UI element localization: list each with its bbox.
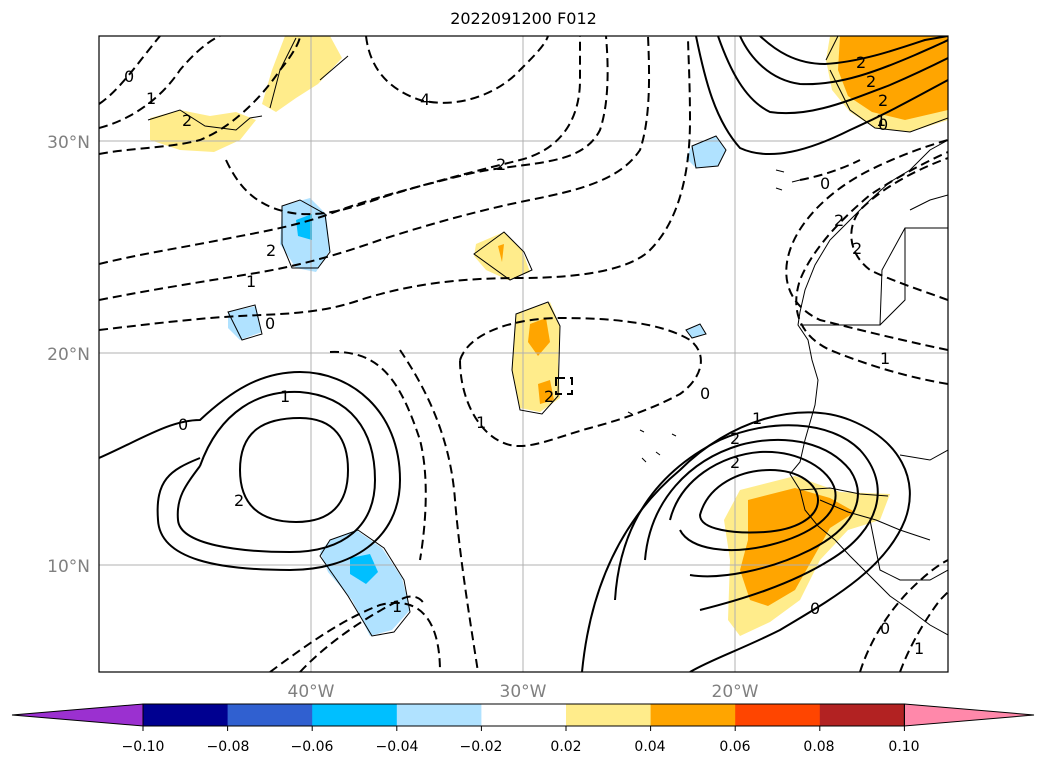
- positive-shade-nw1: [262, 36, 342, 112]
- positive-shade-c2-core2: [538, 380, 554, 404]
- colorbar-bin: [11, 703, 144, 727]
- colorbar-bin: [735, 704, 821, 726]
- contour-label: 2: [730, 429, 740, 448]
- positive-shade-c2-core: [528, 318, 550, 356]
- positive-shade-nw2: [150, 110, 256, 152]
- negative-shade-n: [686, 136, 726, 168]
- contour-label: 1: [146, 89, 156, 108]
- contour-label: 4: [420, 90, 430, 109]
- contour-label: 1: [280, 387, 290, 406]
- colorbar-label: −0.10: [122, 739, 165, 755]
- contour-label: 0: [878, 115, 888, 134]
- contour-label: 1: [752, 409, 762, 428]
- contour-label: 2: [266, 241, 276, 260]
- colorbar-label: 0.04: [634, 739, 665, 755]
- colorbar-label: 0.02: [550, 739, 581, 755]
- contour-labels: 0 1 2 4 2 2 1 0 1 2 0 1 2 1 0 2 1 2 2 0 …: [124, 53, 924, 658]
- map-frame: [98, 35, 949, 673]
- shading: [150, 36, 948, 636]
- colorbar-label: −0.04: [376, 739, 419, 755]
- contour-label: 0: [820, 174, 830, 193]
- contour-label: 1: [880, 349, 890, 368]
- map-title: 2022091200 F012: [450, 9, 597, 28]
- colorbar-bin: [650, 704, 736, 726]
- contour-label: 0: [178, 415, 188, 434]
- contour-label: 2: [730, 453, 740, 472]
- lon-labels: 40°W 30°W 20°W: [288, 682, 759, 702]
- contour-label: 1: [246, 272, 256, 291]
- lon-label-30w: 30°W: [500, 682, 547, 702]
- lon-label-40w: 40°W: [288, 682, 335, 702]
- colorbar-bins: [11, 703, 1035, 727]
- colorbar-bin: [903, 703, 1035, 727]
- negative-shade-c: [686, 324, 706, 338]
- contour-label: 0: [265, 314, 275, 333]
- coastlines: [147, 36, 948, 637]
- colorbar-frame: [142, 703, 905, 727]
- contours: [99, 36, 948, 672]
- colorbar-label: −0.02: [460, 739, 503, 755]
- colorbar-label: 0.08: [803, 739, 834, 755]
- colorbar-bin: [481, 704, 567, 726]
- negative-shade-sw-core: [350, 554, 378, 584]
- map-area: 0 1 2 4 2 2 1 0 1 2 0 1 2 1 0 2 1 2 2 0 …: [99, 36, 948, 672]
- contour-label: 0: [700, 384, 710, 403]
- colorbar-label: −0.08: [207, 739, 250, 755]
- lat-label-20n: 20°N: [47, 345, 90, 365]
- contour-label: 2: [878, 91, 888, 110]
- contour-label: 1: [876, 111, 886, 130]
- dashed-contours: [99, 36, 948, 672]
- contour-label: 2: [852, 239, 862, 258]
- contour-label: 0: [880, 619, 890, 638]
- colorbar-labels: −0.10 −0.08 −0.06 −0.04 −0.02 0.02 0.04 …: [122, 739, 920, 755]
- solid-contours: [99, 36, 948, 672]
- contour-label: 2: [866, 72, 876, 91]
- contour-label: 0: [810, 599, 820, 618]
- contour-label: 1: [914, 639, 924, 658]
- lat-label-30n: 30°N: [47, 133, 90, 153]
- colorbar-bin: [566, 704, 652, 726]
- lat-labels: 30°N 20°N 10°N: [47, 133, 90, 577]
- contour-label: 2: [856, 53, 866, 72]
- contour-label: 2: [234, 491, 244, 510]
- positive-shade-c1-core: [498, 244, 504, 262]
- colorbar-bin: [227, 704, 313, 726]
- colorbar-bin: [819, 704, 905, 726]
- colorbar-bin: [396, 704, 482, 726]
- contour-label: 2: [544, 387, 554, 406]
- colorbar-label: 0.06: [719, 739, 750, 755]
- contour-label: 1: [392, 597, 402, 616]
- contour-label: 0: [124, 67, 134, 86]
- colorbar-bin: [143, 704, 229, 726]
- contour-label: 1: [476, 413, 486, 432]
- colorbar-ticks: [142, 726, 905, 731]
- contour-label: 2: [182, 111, 192, 130]
- lat-label-10n: 10°N: [47, 557, 90, 577]
- colorbar-label: −0.06: [291, 739, 334, 755]
- lon-label-20w: 20°W: [712, 682, 759, 702]
- colorbar-bin: [312, 704, 398, 726]
- contour-label: 2: [834, 211, 844, 230]
- colorbar-label: 0.10: [888, 739, 919, 755]
- colorbar: −0.10 −0.08 −0.06 −0.04 −0.02 0.02 0.04 …: [11, 703, 1035, 755]
- contour-label: 2: [496, 155, 506, 174]
